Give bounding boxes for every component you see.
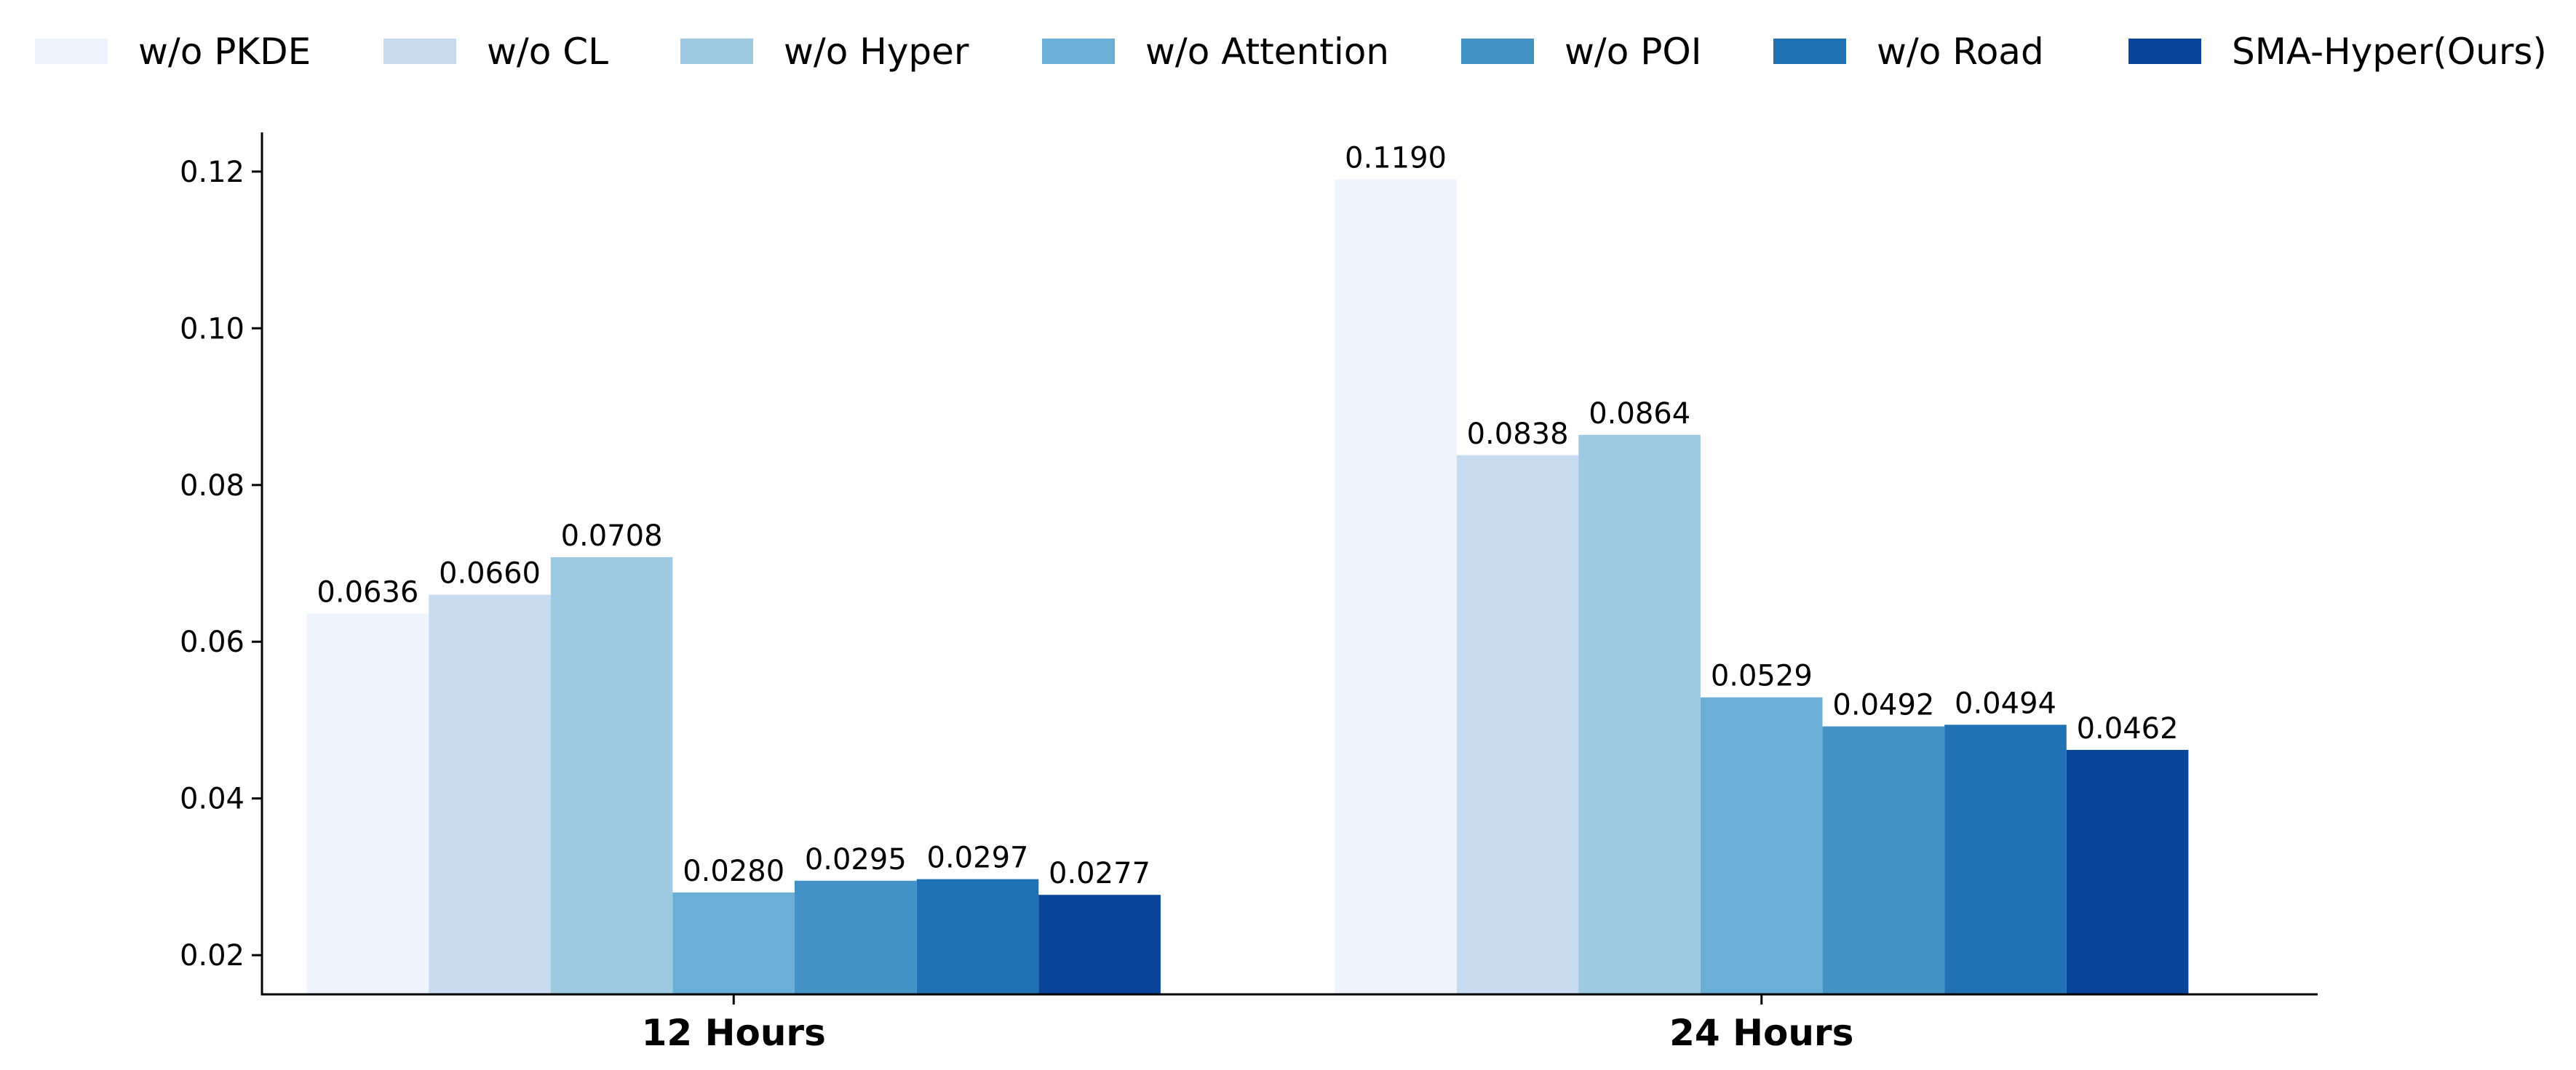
legend-item: w/o POI: [1461, 31, 1701, 73]
axes: [261, 132, 2318, 996]
legend-swatch: [383, 39, 456, 64]
legend-item: w/o Hyper: [680, 31, 969, 73]
bar: [1822, 726, 1945, 994]
data-label: 0.0660: [439, 557, 541, 591]
y-tick-label: 0.02: [180, 939, 245, 973]
bar: [916, 879, 1039, 994]
legend: w/o PKDE w/o CL w/o Hyper w/o Attention w/o …: [35, 31, 2547, 73]
bars: [306, 179, 2189, 995]
data-label: 0.0462: [2077, 712, 2179, 746]
data-label: 0.0529: [1711, 660, 1813, 693]
bar: [672, 893, 795, 994]
legend-swatch: [680, 39, 753, 64]
data-label: 0.0280: [683, 855, 784, 888]
bar: [2066, 749, 2189, 994]
x-ticks: 12 Hours 24 Hours: [642, 994, 1853, 1054]
legend-item: SMA-Hyper(Ours): [2128, 31, 2547, 73]
bar: [1944, 724, 2067, 994]
bar: [1335, 179, 1457, 995]
data-label: 0.0494: [1955, 687, 2056, 720]
y-tick-label: 0.08: [180, 469, 245, 503]
data-label: 0.0277: [1049, 857, 1150, 890]
legend-swatch: [1042, 39, 1115, 64]
bar: [550, 556, 673, 994]
y-tick-label: 0.06: [180, 626, 245, 659]
legend-swatch: [1461, 39, 1534, 64]
legend-item: w/o PKDE: [35, 31, 311, 73]
category-label: 24 Hours: [1669, 1012, 1853, 1054]
bar: [1038, 895, 1161, 994]
bar: [795, 880, 917, 994]
legend-label: SMA-Hyper(Ours): [2232, 31, 2547, 73]
legend-swatch: [1773, 39, 1846, 64]
legend-label: w/o CL: [487, 31, 608, 73]
legend-label: w/o Attention: [1145, 31, 1389, 73]
data-label: 0.0838: [1467, 418, 1569, 451]
data-label: 0.0864: [1589, 397, 1690, 431]
bar: [1456, 455, 1579, 994]
bar: [306, 613, 429, 994]
bar: [1700, 697, 1823, 994]
legend-swatch: [35, 39, 108, 64]
y-tick-label: 0.12: [180, 156, 245, 189]
legend-label: w/o Road: [1877, 31, 2044, 73]
data-labels: 0.0636 0.0660 0.0708 0.0280 0.0295 0.0297 0.02…: [317, 142, 2178, 891]
data-label: 0.0295: [805, 843, 907, 877]
legend-label: w/o POI: [1565, 31, 1701, 73]
legend-swatch: [2128, 39, 2201, 64]
legend-item: w/o Attention: [1042, 31, 1389, 73]
data-label: 0.0708: [561, 519, 663, 553]
y-ticks: 0.02 0.04 0.06 0.08 0.10 0.12: [180, 156, 262, 973]
legend-label: w/o Hyper: [784, 31, 969, 73]
bar: [1578, 434, 1701, 994]
y-tick-label: 0.10: [180, 312, 245, 346]
legend-item: w/o Road: [1773, 31, 2044, 73]
y-tick-label: 0.04: [180, 783, 245, 816]
data-label: 0.1190: [1345, 142, 1447, 175]
category-label: 12 Hours: [642, 1012, 826, 1054]
data-label: 0.0636: [317, 575, 418, 609]
legend-label: w/o PKDE: [138, 31, 311, 73]
legend-item: w/o CL: [383, 31, 608, 73]
data-label: 0.0492: [1832, 689, 1934, 722]
bar: [429, 594, 551, 994]
data-label: 0.0297: [927, 842, 1029, 875]
